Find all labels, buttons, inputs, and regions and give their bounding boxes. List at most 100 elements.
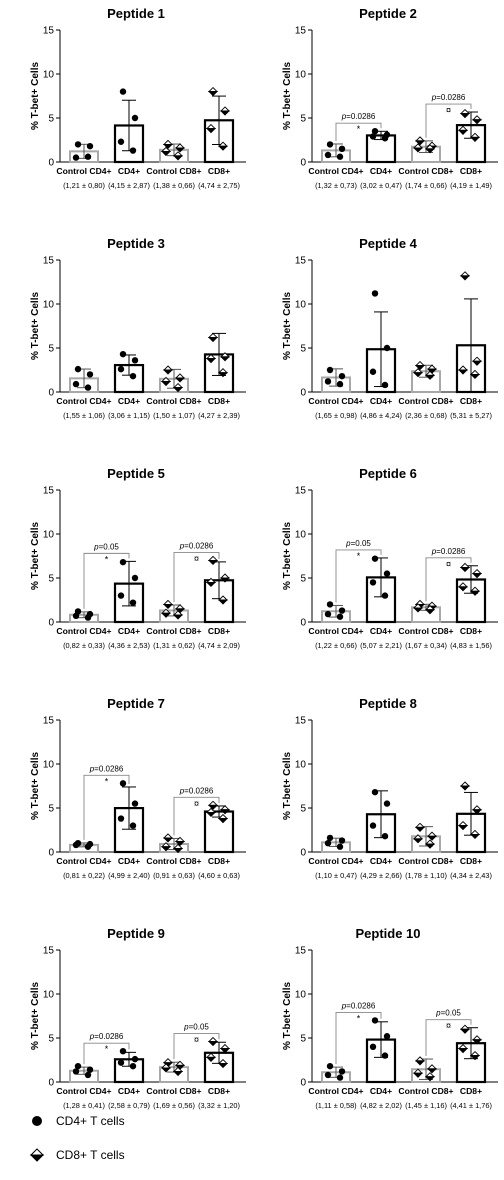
significance-mark: ¤: [194, 798, 199, 808]
diamond-top: [424, 1072, 436, 1078]
diamond-top: [457, 365, 469, 371]
p-value-label: p=0.0286: [89, 764, 124, 773]
data-point: [84, 153, 92, 160]
p-value: =0.0286: [436, 93, 466, 102]
data-point: [336, 380, 344, 388]
data-point: [117, 138, 125, 145]
p-value-label: p=0.0286: [431, 547, 466, 556]
p-value-label: p=0.0286: [341, 112, 376, 121]
diamond-bottom: [172, 614, 184, 620]
stat-label: (1,21 ± 0,80): [63, 181, 105, 190]
category-label: Control CD4+: [56, 166, 111, 176]
p-value-label: p=0.0286: [89, 1032, 124, 1041]
diamond-top: [459, 1024, 471, 1030]
data-point: [471, 1035, 483, 1045]
significance-bracket: [173, 796, 220, 836]
y-tick-label: 5: [300, 1034, 306, 1045]
y-tick-label: 10: [43, 300, 55, 311]
diamond-top: [217, 595, 229, 601]
diamond-top: [469, 586, 481, 592]
y-tick-label: 10: [295, 300, 307, 311]
data-point: [74, 365, 82, 373]
data-point: [207, 555, 219, 566]
diamond-top: [469, 829, 481, 835]
stat-label: (2,36 ± 0,68): [405, 411, 447, 420]
p-symbol: p: [431, 547, 437, 556]
p-value-label: p=0.0286: [179, 541, 214, 550]
diamond-bottom: [207, 336, 219, 343]
data-point: [324, 151, 332, 159]
y-tick-label: 5: [48, 344, 54, 355]
legend-label-cd4: CD4+ T cells: [56, 1114, 125, 1128]
diamond-bottom: [469, 1055, 481, 1061]
significance-mark: *: [357, 1013, 361, 1023]
diamond-bottom: [471, 1039, 483, 1045]
data-point: [424, 1072, 436, 1082]
y-tick-label: 15: [43, 256, 55, 267]
diamond-top: [207, 1036, 219, 1042]
p-value: =0.05: [351, 539, 372, 548]
data-point: [74, 1062, 82, 1070]
diamond-bottom: [426, 835, 438, 841]
p-symbol: p: [435, 1009, 441, 1018]
diamond-bottom: [205, 358, 217, 364]
stat-label: (4,60 ± 0,63): [198, 871, 240, 880]
y-tick-label: 5: [300, 574, 306, 585]
p-value-label: p=0.0286: [341, 1001, 376, 1010]
significance-mark: *: [357, 551, 361, 561]
diamond-top: [219, 1043, 231, 1050]
data-point: [326, 601, 334, 608]
data-point: [72, 380, 80, 388]
data-point: [326, 834, 334, 842]
stat-label: (1,22 ± 0,66): [315, 641, 357, 650]
y-tick-label: 5: [48, 804, 54, 815]
p-value: =0.0286: [184, 541, 214, 550]
data-point: [381, 381, 389, 389]
p-value-label: p=0.05: [93, 542, 119, 551]
data-point: [383, 800, 391, 807]
diamond-top: [162, 833, 174, 839]
category-label: Control CD8+: [146, 1086, 201, 1096]
data-point: [414, 136, 426, 146]
y-tick-label: 10: [43, 70, 55, 81]
diamond-bottom: [205, 128, 217, 134]
significance-bracket: [83, 552, 130, 609]
data-point: [412, 834, 424, 844]
diamond-bottom: [471, 119, 483, 125]
y-tick-label: 15: [43, 26, 55, 37]
diamond-top: [217, 368, 229, 374]
significance-bracket: [173, 1033, 220, 1060]
stat-label: (1,50 ± 1,07): [153, 411, 195, 420]
diamond-bottom: [459, 1028, 471, 1034]
category-label: CD8+: [460, 626, 482, 636]
diamond-bottom: [217, 1063, 229, 1069]
diamond-bottom: [217, 372, 229, 378]
data-point: [129, 372, 137, 380]
stat-label: (4,82 ± 2,02): [360, 1101, 402, 1110]
stat-label: (1,28 ± 0,41): [63, 1101, 105, 1110]
diamond-bottom: [205, 811, 217, 818]
data-point: [371, 1017, 379, 1024]
category-label: Control CD8+: [146, 856, 201, 866]
category-label: Control CD4+: [56, 626, 111, 636]
diamond-bottom: [471, 360, 483, 366]
p-value: =0.05: [189, 1023, 210, 1032]
category-label: CD4+: [118, 166, 140, 176]
stat-label: (4,36 ± 2,53): [108, 641, 150, 650]
data-point: [381, 1052, 389, 1059]
data-point: [324, 1071, 332, 1079]
data-point: [414, 822, 426, 832]
diamond-bottom: [219, 577, 231, 583]
data-point: [469, 369, 481, 380]
data-point: [324, 840, 332, 847]
diamond-bottom: [219, 1048, 231, 1054]
y-tick-label: 0: [300, 158, 306, 169]
significance-bracket: [425, 103, 472, 138]
stat-label: (1,67 ± 0,34): [405, 641, 447, 650]
data-point: [172, 151, 184, 161]
category-label: CD4+: [118, 626, 140, 636]
diamond-top: [207, 800, 219, 806]
diamond-bottom: [459, 566, 471, 573]
legend-item-cd8: CD8+ T cells: [30, 1144, 125, 1166]
diamond-bottom: [471, 573, 483, 579]
